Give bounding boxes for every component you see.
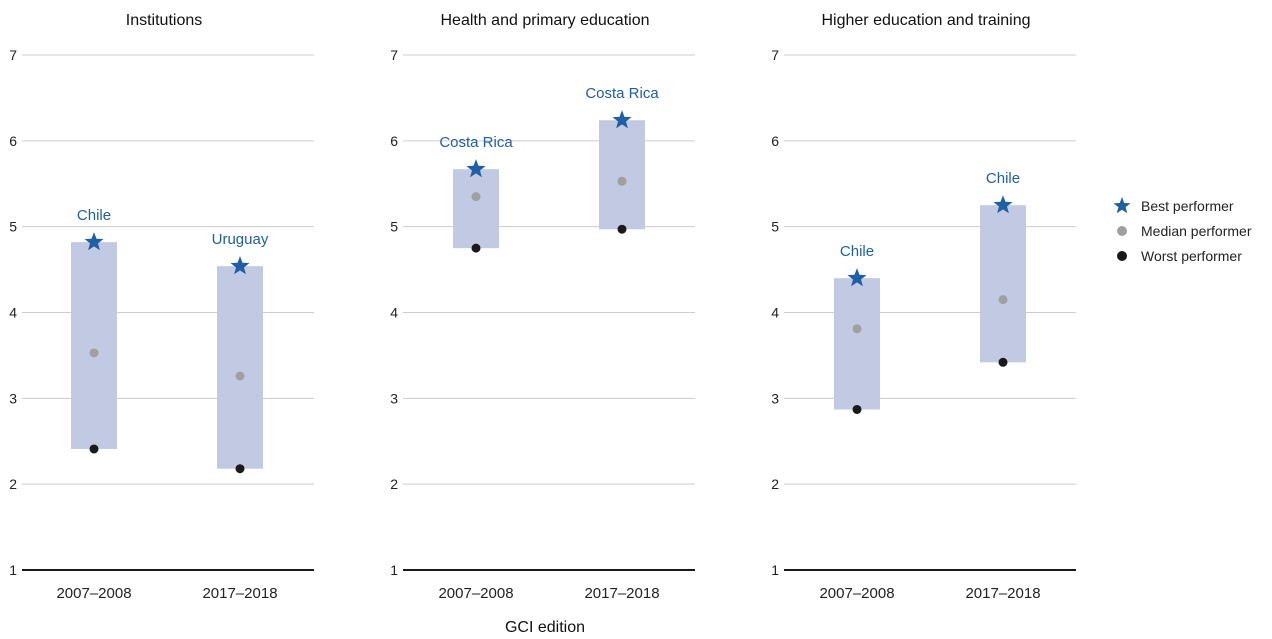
y-tick-label: 5 [390, 219, 398, 235]
median-performer-dot [471, 192, 481, 202]
worst-performer-dot [852, 404, 862, 414]
median-performer-dot [998, 295, 1008, 305]
y-tick-label: 7 [390, 47, 398, 63]
median-performer-dot [617, 176, 627, 186]
dot-icon [1117, 251, 1127, 261]
worst-performer-dot [89, 444, 99, 454]
legend-item: Best performer [1113, 197, 1234, 214]
panel-title: Institutions [126, 12, 202, 29]
y-tick-label: 6 [9, 133, 17, 149]
worst-performer-dot [617, 224, 627, 234]
range-band [217, 266, 263, 469]
star-icon [1113, 197, 1131, 214]
chart-panel: Health and primary education 1 2 3 4 5 6 7 Costa… [390, 12, 695, 602]
best-performer-label: Chile [986, 170, 1020, 187]
y-tick-label: 1 [771, 562, 779, 578]
x-tick-label: 2017–2018 [965, 585, 1040, 602]
legend-item: Worst performer [1117, 248, 1242, 264]
y-tick-label: 3 [9, 390, 17, 406]
x-tick-label: 2007–2008 [819, 585, 894, 602]
best-performer-label: Costa Rica [585, 85, 659, 102]
legend-item: Median performer [1117, 223, 1252, 239]
y-tick-label: 2 [390, 476, 398, 492]
best-performer-star [993, 195, 1013, 214]
panel-title: Health and primary education [440, 12, 649, 29]
y-tick-label: 2 [9, 476, 17, 492]
x-axis-label: GCI edition [505, 619, 585, 636]
best-performer-star [847, 268, 867, 287]
best-performer-star [230, 256, 250, 275]
range-band [834, 278, 880, 410]
legend: Best performer Median performer Worst perf… [1113, 197, 1252, 264]
best-performer-label: Uruguay [212, 231, 269, 248]
median-performer-dot [89, 348, 99, 358]
panel-title: Higher education and training [821, 12, 1030, 29]
range-band [599, 120, 645, 230]
x-tick-label: 2017–2018 [202, 585, 277, 602]
legend-label: Best performer [1141, 198, 1234, 214]
chart-panel: Higher education and training 1 2 3 4 5 6 7 Chil… [771, 12, 1076, 602]
y-tick-label: 1 [390, 562, 398, 578]
median-performer-dot [235, 371, 245, 381]
chart-panel: Institutions 1 2 3 4 5 6 7 Chile 2007–2008 Uruguay… [9, 12, 314, 602]
dot-icon [1117, 226, 1127, 236]
legend-label: Worst performer [1141, 248, 1242, 264]
y-tick-label: 4 [9, 305, 17, 321]
y-tick-label: 7 [9, 47, 17, 63]
best-performer-star [466, 159, 486, 178]
y-tick-label: 6 [390, 133, 398, 149]
y-tick-label: 7 [771, 47, 779, 63]
worst-performer-dot [998, 357, 1008, 367]
range-band [980, 205, 1026, 363]
y-tick-label: 3 [390, 390, 398, 406]
best-performer-label: Costa Rica [439, 134, 513, 151]
range-band [71, 242, 117, 449]
median-performer-dot [852, 324, 862, 334]
y-tick-label: 5 [9, 219, 17, 235]
worst-performer-dot [471, 243, 481, 253]
y-tick-label: 4 [390, 305, 398, 321]
y-tick-label: 6 [771, 133, 779, 149]
y-tick-label: 2 [771, 476, 779, 492]
x-tick-label: 2017–2018 [584, 585, 659, 602]
x-tick-label: 2007–2008 [56, 585, 131, 602]
y-tick-label: 4 [771, 305, 779, 321]
chart-panels: Institutions 1 2 3 4 5 6 7 Chile 2007–2008 Uruguay… [9, 12, 1076, 602]
best-performer-star [84, 232, 104, 251]
y-tick-label: 1 [9, 562, 17, 578]
y-tick-label: 5 [771, 219, 779, 235]
worst-performer-dot [235, 464, 245, 474]
best-performer-label: Chile [840, 243, 874, 260]
range-band [453, 169, 499, 249]
x-tick-label: 2007–2008 [438, 585, 513, 602]
y-tick-label: 3 [771, 390, 779, 406]
legend-label: Median performer [1141, 223, 1252, 239]
best-performer-label: Chile [77, 207, 111, 224]
best-performer-star [612, 110, 632, 129]
